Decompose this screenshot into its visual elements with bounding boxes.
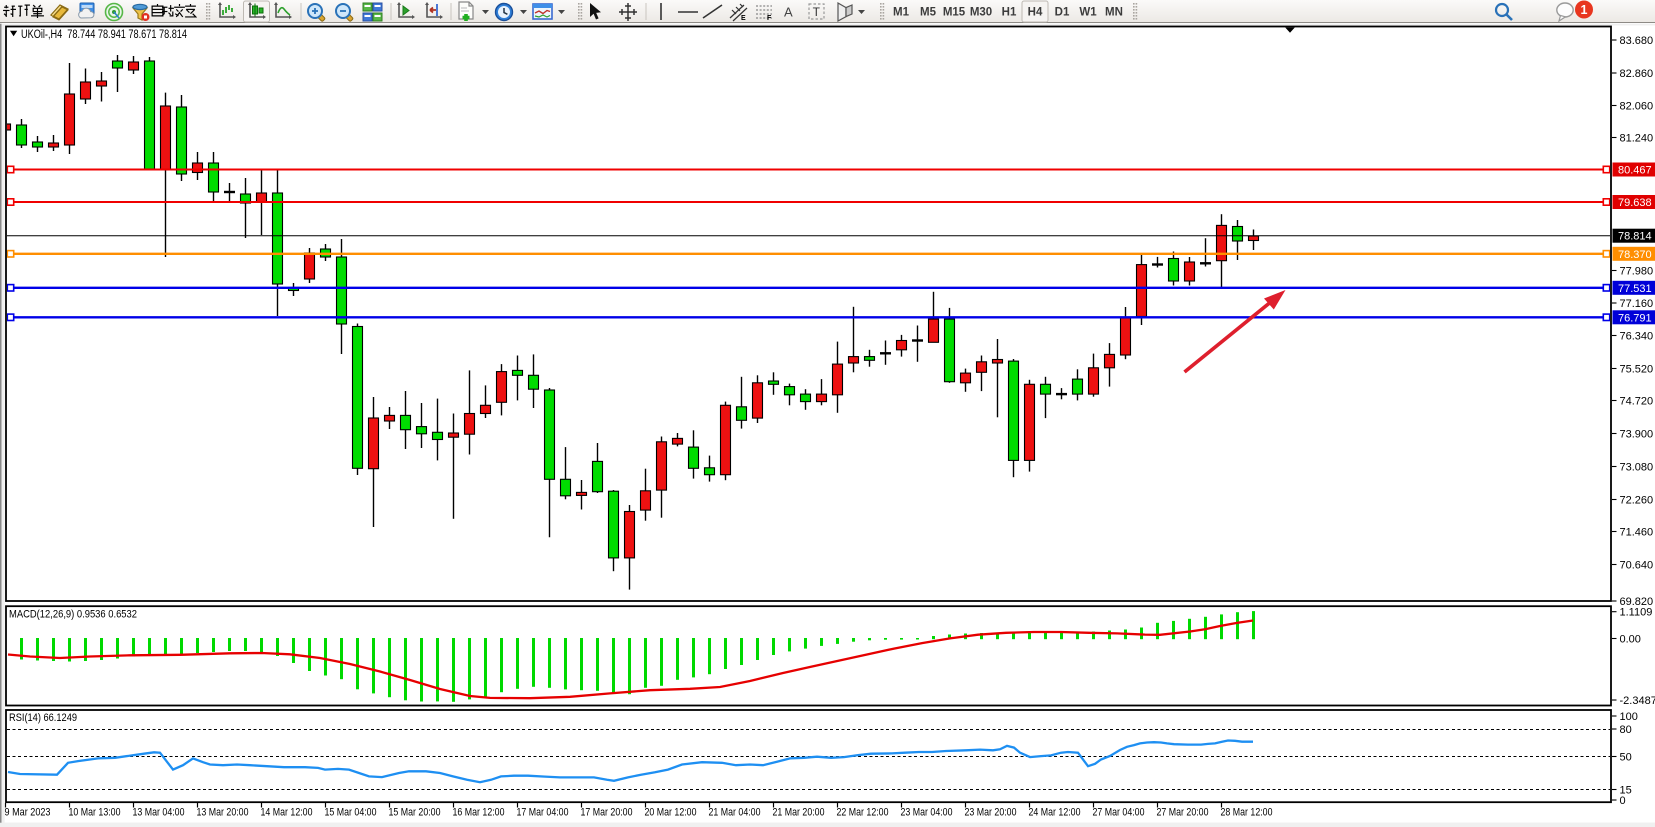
svg-text:F: F [767, 15, 772, 22]
svg-text:MN: MN [1105, 7, 1123, 19]
svg-text:D1: D1 [1055, 7, 1070, 19]
svg-text:RSI(14) 66.1249: RSI(14) 66.1249 [9, 712, 77, 724]
svg-text:27 Mar 20:00: 27 Mar 20:00 [1157, 807, 1209, 819]
svg-text:UKOil-,H4 78.744 78.941 78.67: UKOil-,H4 78.744 78.941 78.671 78.814 [21, 29, 187, 41]
svg-text:M15: M15 [943, 7, 966, 19]
svg-text:21 Mar 20:00: 21 Mar 20:00 [773, 807, 825, 819]
svg-text:M30: M30 [970, 7, 992, 19]
svg-text:50: 50 [1620, 752, 1632, 764]
svg-text:77.980: 77.980 [1620, 266, 1654, 278]
svg-text:15 Mar 04:00: 15 Mar 04:00 [325, 807, 377, 819]
svg-text:20 Mar 12:00: 20 Mar 12:00 [645, 807, 697, 819]
svg-text:81.240: 81.240 [1620, 133, 1654, 145]
svg-text:76.791: 76.791 [1618, 312, 1652, 324]
svg-text:77.531: 77.531 [1618, 283, 1652, 295]
svg-text:A: A [784, 5, 793, 20]
svg-text:1.1109: 1.1109 [1620, 607, 1653, 619]
svg-text:0: 0 [1620, 795, 1626, 807]
svg-text:M1: M1 [893, 7, 910, 19]
svg-text:15 Mar 20:00: 15 Mar 20:00 [389, 807, 441, 819]
svg-text:83.680: 83.680 [1620, 35, 1654, 47]
svg-text:17 Mar 04:00: 17 Mar 04:00 [517, 807, 569, 819]
svg-text:22 Mar 12:00: 22 Mar 12:00 [837, 807, 889, 819]
svg-text:16 Mar 12:00: 16 Mar 12:00 [453, 807, 505, 819]
svg-text:E: E [741, 15, 746, 22]
svg-text:71.460: 71.460 [1620, 527, 1654, 539]
svg-text:23 Mar 04:00: 23 Mar 04:00 [901, 807, 953, 819]
svg-text:72.260: 72.260 [1620, 495, 1654, 507]
svg-text:79.638: 79.638 [1618, 197, 1652, 209]
svg-text:74.720: 74.720 [1620, 396, 1654, 408]
svg-text:10 Mar 13:00: 10 Mar 13:00 [69, 807, 121, 819]
svg-text:73.900: 73.900 [1620, 429, 1654, 441]
svg-text:M5: M5 [920, 7, 937, 19]
svg-text:0.00: 0.00 [1620, 634, 1641, 646]
svg-text:17 Mar 20:00: 17 Mar 20:00 [581, 807, 633, 819]
svg-text:82.860: 82.860 [1620, 68, 1654, 80]
svg-text:80.467: 80.467 [1618, 165, 1652, 177]
svg-text:1: 1 [1581, 3, 1588, 17]
svg-text:T: T [813, 5, 821, 19]
svg-text:-2.3487: -2.3487 [1620, 695, 1655, 707]
svg-text:MACD(12,26,9) 0.9536 0.6532: MACD(12,26,9) 0.9536 0.6532 [9, 609, 137, 621]
svg-text:13 Mar 04:00: 13 Mar 04:00 [133, 807, 185, 819]
svg-text:28 Mar 12:00: 28 Mar 12:00 [1221, 807, 1273, 819]
svg-text:70.640: 70.640 [1620, 560, 1654, 572]
svg-text:78.370: 78.370 [1618, 249, 1652, 261]
svg-text:75.520: 75.520 [1620, 364, 1654, 376]
svg-text:77.160: 77.160 [1620, 298, 1654, 310]
svg-text:27 Mar 04:00: 27 Mar 04:00 [1093, 807, 1145, 819]
svg-text:W1: W1 [1079, 7, 1097, 19]
svg-text:H4: H4 [1028, 7, 1043, 19]
svg-text:14 Mar 12:00: 14 Mar 12:00 [261, 807, 313, 819]
svg-text:100: 100 [1620, 711, 1638, 723]
svg-text:H1: H1 [1002, 7, 1017, 19]
svg-text:9 Mar 2023: 9 Mar 2023 [5, 807, 51, 819]
svg-text:76.340: 76.340 [1620, 331, 1654, 343]
svg-text:23 Mar 20:00: 23 Mar 20:00 [965, 807, 1017, 819]
svg-text:69.820: 69.820 [1620, 596, 1654, 608]
svg-text:82.060: 82.060 [1620, 101, 1654, 113]
svg-text:80: 80 [1620, 724, 1632, 736]
svg-text:73.080: 73.080 [1620, 462, 1654, 474]
svg-text:13 Mar 20:00: 13 Mar 20:00 [197, 807, 249, 819]
svg-text:78.814: 78.814 [1618, 231, 1652, 243]
svg-text:15: 15 [1620, 785, 1632, 797]
svg-text:24 Mar 12:00: 24 Mar 12:00 [1029, 807, 1081, 819]
svg-text:21 Mar 04:00: 21 Mar 04:00 [709, 807, 761, 819]
